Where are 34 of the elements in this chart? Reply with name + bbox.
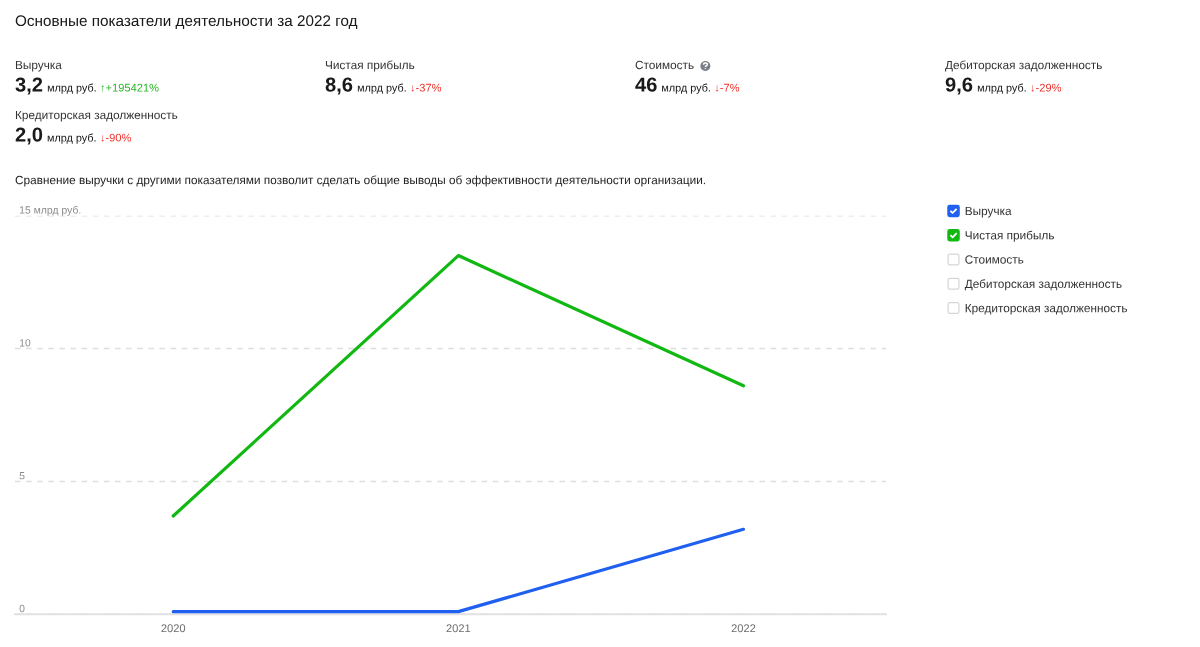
- category-label: Выручка: [15, 60, 62, 72]
- text: млрд руб.: [47, 133, 96, 144]
- data-label: ↓-29%: [1031, 83, 1062, 92]
- category-label: Стоимость: [635, 60, 694, 70]
- data-label: ↑+195421%: [101, 83, 159, 92]
- legend-label: Стоимость: [965, 255, 1024, 264]
- x-tick-label: 2020: [161, 624, 186, 633]
- text: млрд руб.: [977, 83, 1026, 94]
- data-label: 3,2: [15, 77, 43, 95]
- y-tick-label: 10: [19, 339, 31, 347]
- y-tick-label: 15 млрд руб.: [19, 205, 81, 216]
- x-tick-label: 2021: [446, 624, 471, 633]
- chart-subtitle: Сравнение выручки с другими показателями позволит сделать общие выводы об эффективности деятельности организации.: [15, 175, 706, 187]
- legend-label: Дебиторская задолженность: [964, 279, 1122, 291]
- category-label: Чистая прибыль: [325, 60, 415, 72]
- text: млрд руб.: [47, 83, 96, 94]
- data-label: 2,0: [15, 127, 43, 145]
- legend-label: Чистая прибыль: [965, 230, 1054, 242]
- category-label: Кредиторская задолженность: [15, 110, 178, 122]
- text: млрд руб.: [662, 83, 710, 94]
- text: млрд руб.: [357, 83, 406, 94]
- x-tick-label: 2022: [731, 624, 756, 633]
- data-label: ↓-7%: [715, 83, 740, 92]
- text: Основные показатели деятельности за 2022 год: [15, 15, 358, 29]
- legend-label: Кредиторская задолженность: [965, 304, 1128, 315]
- data-label: ↓-90%: [101, 133, 131, 142]
- data-label: 46: [635, 77, 657, 92]
- data-label: 9,6: [945, 77, 973, 95]
- data-label: ↓-37%: [411, 83, 442, 92]
- y-tick-label: 0: [19, 604, 25, 613]
- category-label: Дебиторская задолженность: [945, 60, 1102, 72]
- legend-label: Выручка: [965, 206, 1012, 218]
- data-label: 8,6: [325, 77, 353, 95]
- y-tick-label: 5: [19, 472, 25, 480]
